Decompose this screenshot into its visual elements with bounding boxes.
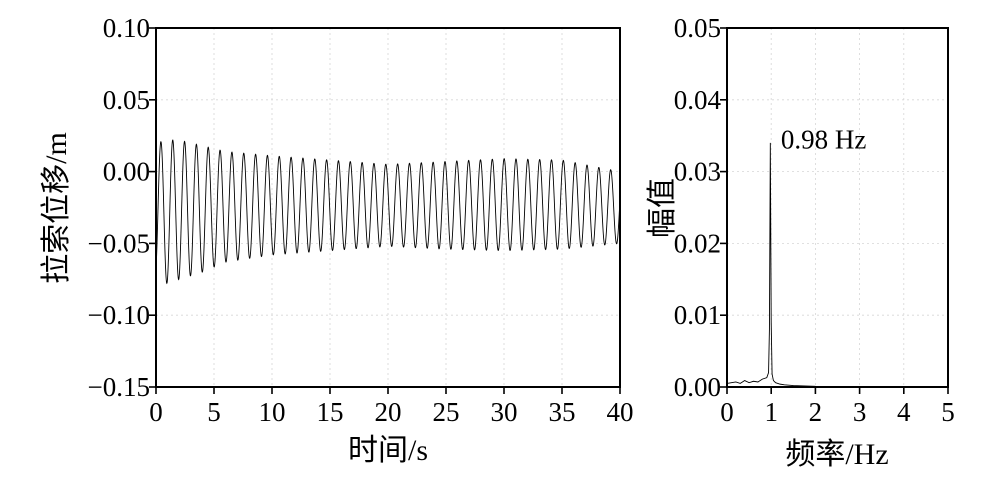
x-tick-label: 5 (207, 397, 221, 427)
x-tick-label: 1 (764, 397, 778, 427)
y-tick-label: −0.15 (88, 372, 150, 402)
peak-frequency-annotation: 0.98 Hz (781, 124, 866, 154)
x-tick-label: 40 (607, 397, 634, 427)
x-tick-label: 5 (941, 397, 955, 427)
x-tick-label: 25 (433, 397, 460, 427)
y-tick-label: −0.10 (88, 300, 150, 330)
y-tick-label: 0.10 (103, 13, 150, 43)
spectrum-ticks: 0 1 2 3 4 5 0.05 0.04 0.03 0.02 0.01 0.00 (674, 13, 955, 427)
y-tick-label: 0.05 (103, 85, 150, 115)
displacement-ticks: 0 5 10 15 20 25 30 35 40 0.10 0.05 0.00 −0.05 −0.10 −0… (88, 13, 634, 427)
x-tick-label: 15 (317, 397, 344, 427)
x-tick-label: 2 (809, 397, 823, 427)
displacement-y-axis-title: 拉索位移/m (40, 132, 73, 284)
y-tick-label: 0.04 (674, 85, 722, 115)
y-tick-label: −0.05 (88, 228, 150, 258)
spectrum-series-line (726, 142, 949, 388)
x-tick-label: 35 (549, 397, 576, 427)
y-tick-label: 0.02 (674, 228, 721, 258)
x-tick-label: 0 (720, 397, 734, 427)
y-tick-label: 0.00 (674, 372, 721, 402)
spectrum-plot-frame (726, 27, 949, 388)
spectrum-x-axis-title: 频率/Hz (785, 438, 888, 471)
displacement-x-axis-title: 时间/s (348, 434, 428, 467)
x-tick-label: 0 (149, 397, 163, 427)
spectrum-plot: 0 1 2 3 4 5 0.05 0.04 0.03 0.02 0.01 0.00 0.98 Hz 频… (646, 13, 955, 471)
y-tick-label: 0.03 (674, 157, 721, 187)
y-tick-label: 0.01 (674, 300, 721, 330)
x-tick-label: 4 (897, 397, 911, 427)
displacement-series-line (155, 139, 621, 285)
x-tick-label: 30 (491, 397, 518, 427)
displacement-grid (156, 28, 620, 387)
spectrum-y-axis-title: 幅值 (646, 178, 679, 238)
x-tick-label: 10 (259, 397, 286, 427)
x-tick-label: 20 (375, 397, 402, 427)
x-tick-label: 3 (853, 397, 867, 427)
spectrum-grid (727, 28, 948, 387)
y-tick-label: 0.05 (674, 13, 721, 43)
displacement-plot: 0 5 10 15 20 25 30 35 40 0.10 0.05 0.00 −0.05 −0.10 −0… (40, 13, 634, 467)
y-tick-label: 0.00 (103, 157, 150, 187)
